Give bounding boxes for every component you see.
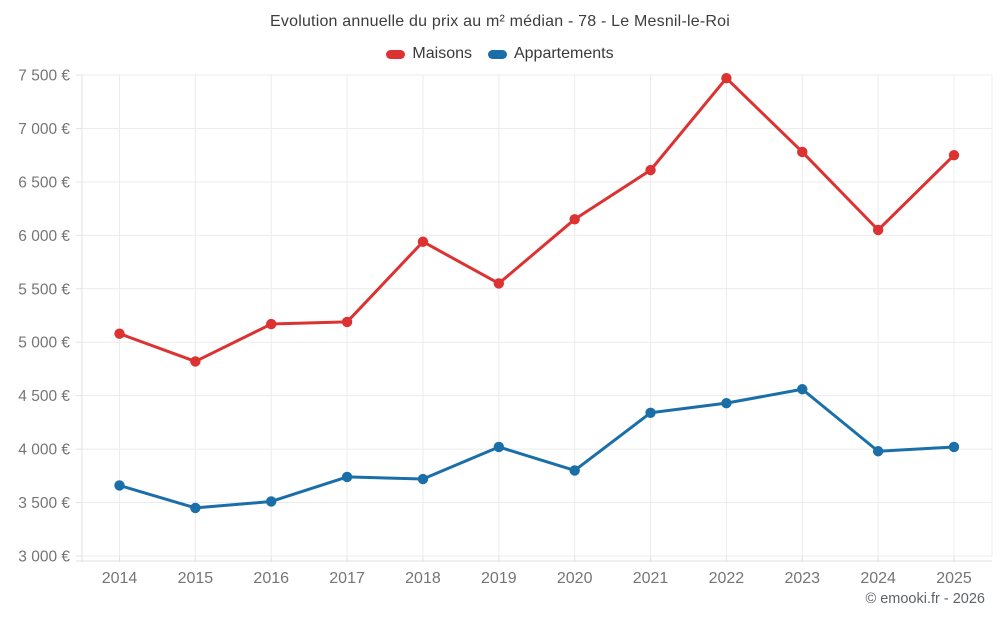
point-maisons-2015[interactable] [190, 356, 201, 367]
series-line-appartements [118, 387, 956, 510]
point-maisons-2019[interactable] [493, 278, 505, 289]
x-tick-label: 2025 [936, 570, 972, 587]
point-appartements-2022[interactable] [721, 397, 732, 409]
y-tick-label: 3 500 € [18, 495, 70, 512]
point-maisons-2017[interactable] [341, 316, 353, 328]
point-appartements-2020[interactable] [569, 465, 580, 476]
series-line-maisons [118, 76, 956, 363]
maisons-series-swatch-icon [386, 49, 406, 59]
chart-legend: Maisons Appartements [0, 45, 1000, 63]
y-tick-label: 6 000 € [18, 228, 70, 245]
x-tick-label: 2015 [178, 570, 214, 587]
y-tick-label: 7 500 € [18, 68, 70, 85]
y-tick-label: 4 500 € [18, 388, 70, 405]
point-maisons-2024[interactable] [872, 224, 884, 236]
point-maisons-2018[interactable] [417, 236, 429, 247]
y-tick-label: 7 000 € [18, 121, 70, 138]
point-appartements-2015[interactable] [190, 502, 201, 514]
point-appartements-2021[interactable] [645, 407, 656, 418]
point-maisons-2020[interactable] [569, 214, 580, 225]
appartements-series-swatch-icon [487, 49, 507, 59]
point-maisons-2025[interactable] [948, 149, 960, 161]
x-tick-label: 2024 [860, 570, 896, 587]
y-tick-label: 5 000 € [18, 335, 70, 352]
x-tick-label: 2018 [405, 570, 441, 587]
legend-label-maisons: Maisons [412, 45, 472, 62]
y-tick-label: 4 000 € [18, 442, 70, 459]
point-maisons-2021[interactable] [645, 164, 656, 176]
x-tick-label: 2016 [253, 570, 289, 587]
y-tick-label: 3 000 € [18, 549, 70, 566]
y-tick-label: 5 500 € [18, 281, 70, 298]
point-appartements-2018[interactable] [417, 473, 429, 485]
point-maisons-2023[interactable] [797, 146, 808, 158]
point-appartements-2024[interactable] [872, 446, 884, 457]
x-tick-label: 2020 [557, 570, 593, 587]
x-tick-label: 2023 [784, 570, 820, 587]
legend-item-appartements[interactable]: Appartements [487, 45, 614, 63]
x-tick-label: 2021 [633, 570, 669, 587]
point-maisons-2022[interactable] [721, 73, 732, 84]
legend-item-maisons[interactable]: Maisons [386, 45, 472, 63]
point-maisons-2016[interactable] [266, 318, 277, 330]
x-tick-label: 2017 [329, 570, 365, 587]
x-tick-label: 2019 [481, 570, 517, 587]
chart-title: Evolution annuelle du prix au m² médian … [270, 13, 730, 30]
point-appartements-2025[interactable] [948, 441, 960, 453]
point-appartements-2019[interactable] [493, 441, 505, 453]
point-maisons-2014[interactable] [114, 328, 125, 339]
legend-label-appartements: Appartements [513, 45, 614, 62]
point-appartements-2016[interactable] [266, 496, 277, 507]
footer-credit: © emooki.fr - 2026 [865, 591, 985, 607]
point-appartements-2023[interactable] [797, 384, 808, 395]
x-tick-label: 2022 [709, 570, 745, 587]
x-tick-label: 2014 [102, 570, 138, 587]
point-appartements-2017[interactable] [341, 471, 353, 483]
point-appartements-2014[interactable] [114, 480, 125, 491]
y-tick-label: 6 500 € [18, 174, 70, 191]
